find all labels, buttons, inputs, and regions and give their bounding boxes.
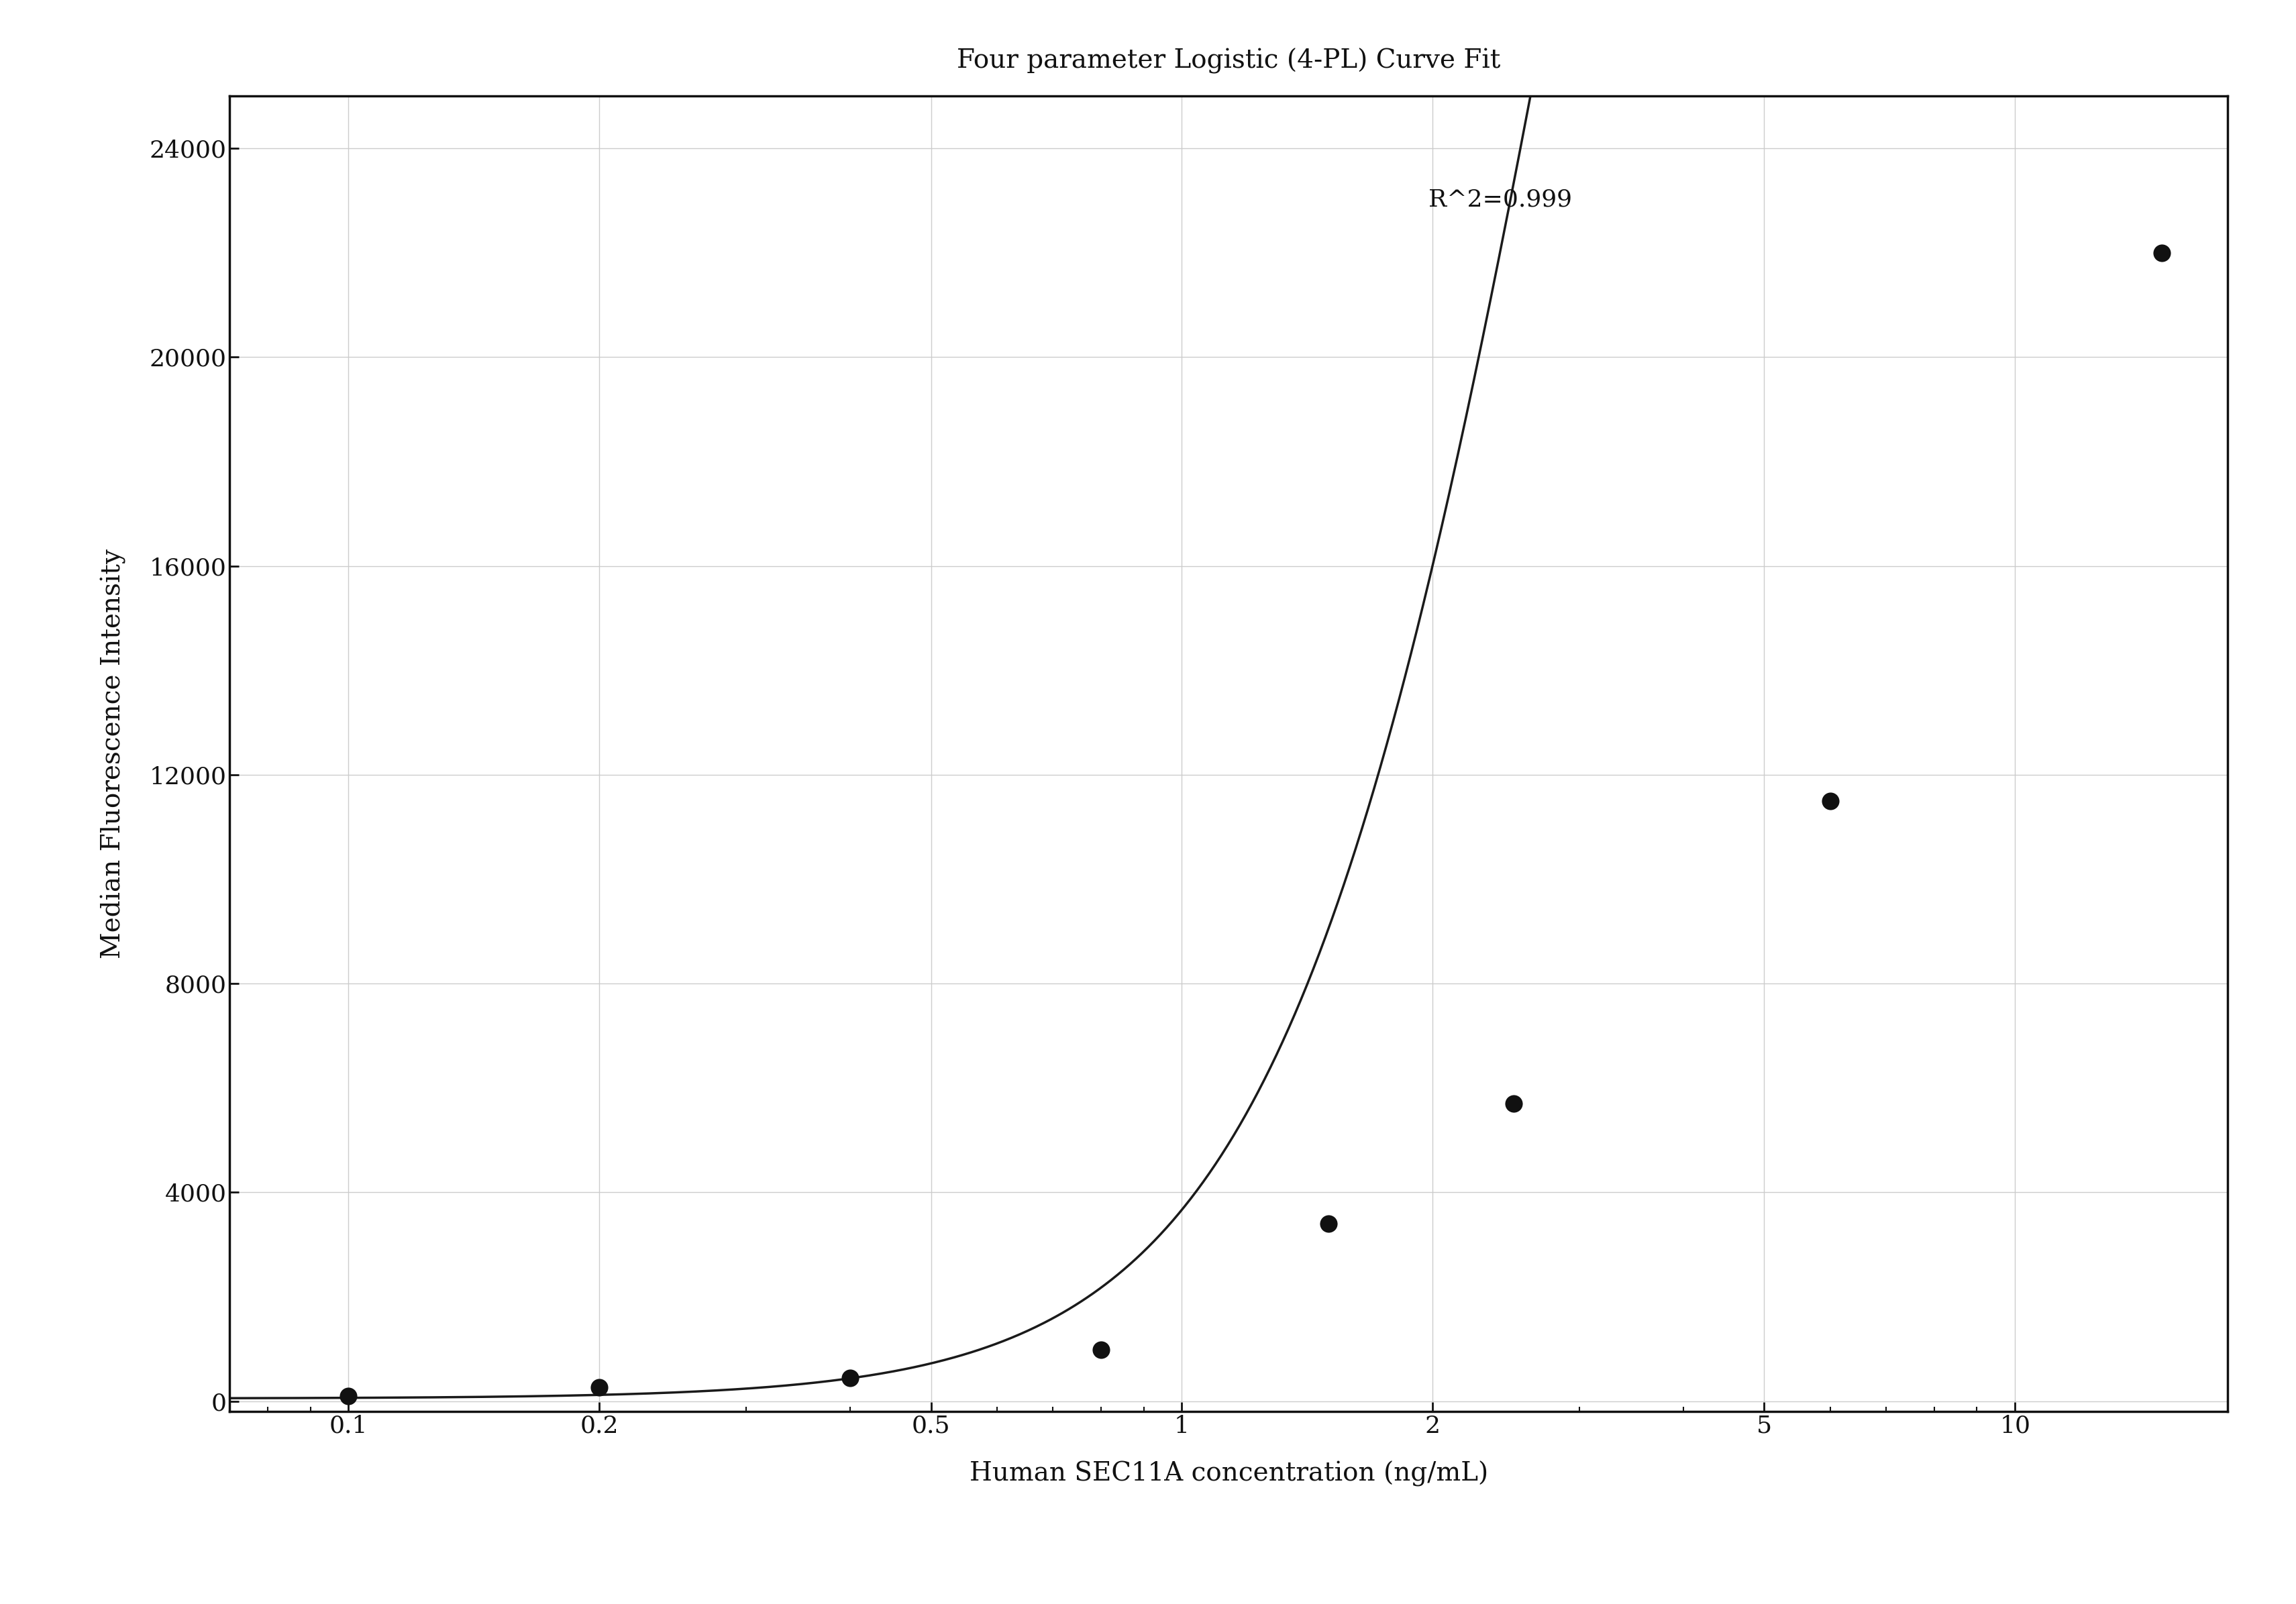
- Title: Four parameter Logistic (4-PL) Curve Fit: Four parameter Logistic (4-PL) Curve Fit: [957, 48, 1499, 74]
- Y-axis label: Median Fluorescence Intensity: Median Fluorescence Intensity: [101, 549, 126, 959]
- Point: [1495, 1091, 1531, 1116]
- Text: R^2=0.999: R^2=0.999: [1428, 188, 1573, 212]
- Point: [2142, 241, 2179, 266]
- Point: [581, 1375, 618, 1400]
- Point: [1309, 1211, 1345, 1237]
- Point: [1081, 1338, 1118, 1363]
- Point: [831, 1365, 868, 1391]
- Point: [331, 1383, 367, 1408]
- X-axis label: Human SEC11A concentration (ng/mL): Human SEC11A concentration (ng/mL): [969, 1461, 1488, 1487]
- Point: [1812, 788, 1848, 813]
